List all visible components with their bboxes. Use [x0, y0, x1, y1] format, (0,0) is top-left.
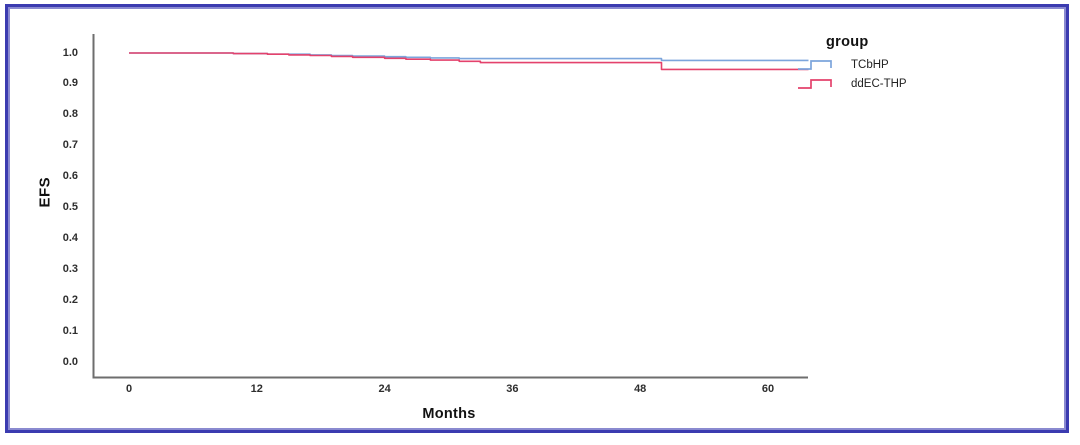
legend-entry-tcbhp: TCbHP: [797, 55, 907, 74]
chart-frame: [5, 4, 1069, 433]
legend: group TCbHP ddEC-THP: [797, 34, 907, 93]
legend-step-glyph-ddec-thp-icon: [798, 78, 832, 89]
x-tick-label: 0: [125, 383, 133, 395]
y-tick-label: 0.0: [62, 355, 78, 368]
legend-entry-ddec-thp: ddEC-THP: [797, 74, 907, 93]
legend-label: ddEC-THP: [851, 77, 907, 90]
legend-title: group: [826, 34, 869, 50]
y-tick-label: 0.9: [62, 77, 78, 90]
legend-label: TCbHP: [851, 58, 889, 71]
y-tick-label: 0.1: [62, 324, 78, 337]
y-tick-label: 0.7: [62, 139, 78, 152]
x-axis-title: Months: [422, 406, 476, 422]
legend-step-glyph-tcbhp-icon: [798, 59, 832, 70]
x-tick-label: 24: [378, 383, 391, 395]
x-tick-label: 48: [634, 383, 647, 395]
y-tick-label: 1.0: [62, 46, 78, 59]
x-tick-label: 12: [250, 383, 263, 395]
y-tick-label: 0.8: [62, 108, 78, 121]
y-tick-label: 0.5: [62, 201, 78, 213]
y-tick-label: 0.3: [62, 262, 78, 275]
y-tick-label: 0.2: [62, 293, 78, 306]
x-tick-label: 60: [761, 383, 775, 395]
x-tick-label: 36: [506, 383, 519, 395]
y-tick-label: 0.4: [62, 231, 78, 244]
y-tick-label: 0.6: [62, 170, 78, 183]
